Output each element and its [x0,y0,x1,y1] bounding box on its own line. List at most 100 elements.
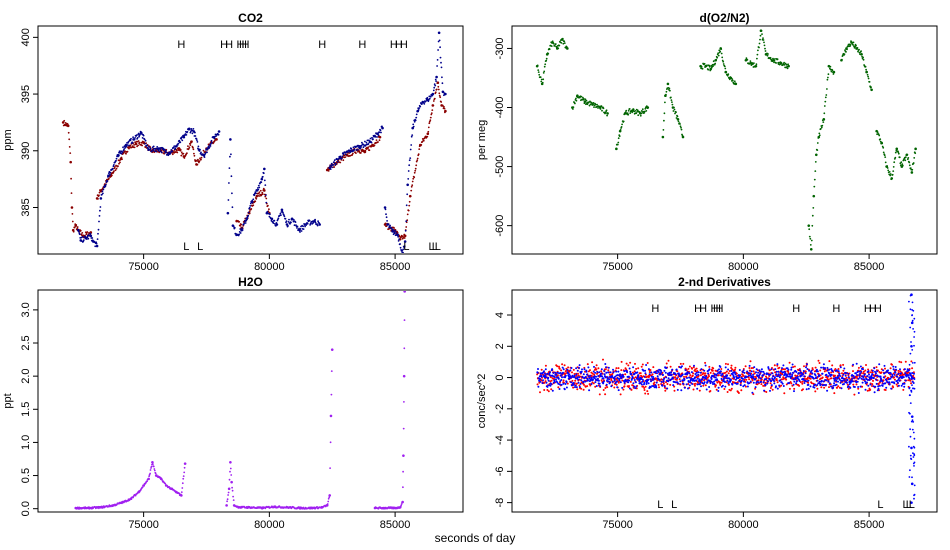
o2n2-fill-point [628,108,631,110]
co2-fill-point [170,149,173,151]
o2n2-fill-point [550,41,553,44]
deriv-data-point [669,365,672,368]
deriv-data-point [778,384,781,387]
deriv-spike-fill-point [908,476,911,478]
co2-fill-point [413,176,416,179]
deriv-data-point [563,388,566,391]
co2-low-marker: L [435,241,441,253]
deriv-high-marker: H [715,303,723,315]
deriv-data-point [675,368,678,371]
deriv-data-point [699,381,702,384]
deriv-data-point [577,378,580,381]
deriv-data-point [773,364,776,367]
o2n2-fill-point [858,48,860,51]
co2-high-marker: H [358,39,366,51]
deriv-data-point [827,380,830,383]
deriv-data-point [908,369,911,372]
o2n2-fill-point [671,103,674,106]
co2-data-point [437,31,441,35]
deriv-data-point [631,376,634,379]
h2o-fill-point [183,466,186,469]
deriv-data-point [722,377,725,380]
co2-fill-point [403,245,406,248]
deriv-data-point [791,373,794,376]
co2-fill-point [117,165,119,168]
o2n2-fill-point [537,71,540,73]
co2-fill-point [427,99,430,101]
deriv-data-point [843,367,846,370]
deriv-low-marker: L [657,499,663,511]
co2-fill-point [399,243,401,245]
co2-fill-point [231,192,233,195]
co2-fill-point [332,164,335,166]
deriv-data-point [796,375,799,378]
co2-fill-point [251,199,254,202]
deriv-data-point [859,372,862,375]
deriv-spike-fill-point [913,317,916,320]
o2n2-plot-frame [511,25,938,255]
o2n2-y-tick-label: -600 [494,215,506,237]
co2-fill-point [183,157,186,159]
co2-fill-point [296,227,298,229]
deriv-data-point [712,375,715,377]
o2n2-fill-point [728,78,731,81]
deriv-data-point [828,382,831,385]
co2-fill-point [342,159,345,162]
deriv-data-point [825,373,828,376]
o2n2-fill-point [681,134,684,137]
co2-fill-point [387,223,390,226]
o2n2-fill-point [774,58,776,60]
h2o-data-point [329,414,333,418]
deriv-data-point [650,375,653,378]
deriv-data-point [699,379,701,382]
deriv-data-point [594,371,597,374]
deriv-data-point [755,381,758,384]
deriv-data-point [643,387,646,389]
h2o-fill-point [102,506,104,509]
deriv-data-point [708,375,710,378]
co2-fill-point [64,122,67,124]
deriv-data-point [575,367,578,370]
deriv-data-point [615,380,618,383]
co2-fill-point [367,146,370,149]
co2-fill-point [96,238,99,241]
o2n2-fill-point [783,61,785,64]
deriv-data-point [656,370,659,372]
deriv-data-point [762,381,765,384]
deriv-data-point [892,372,895,375]
co2-fill-point [437,85,440,88]
co2-fill-point [256,187,259,189]
o2n2-fill-point [827,73,830,76]
co2-fill-point [210,139,213,142]
co2-fill-point [91,239,94,242]
deriv-data-point [874,370,876,373]
co2-fill-point [245,219,248,222]
o2n2-fill-point [586,103,589,106]
co2-fill-point [381,125,383,128]
co2-fill-point [211,141,213,144]
co2-fill-point [277,217,280,220]
deriv-data-point [805,366,807,369]
co2-fill-point [192,129,194,132]
deriv-data-point [681,373,684,376]
o2n2-fill-point [823,105,826,107]
deriv-data-point [754,387,757,390]
o2n2-fill-point [826,78,829,81]
deriv-data-point [628,379,631,382]
co2-fill-point [234,232,237,235]
deriv-data-point [887,369,889,372]
deriv-data-point [574,377,577,380]
deriv-data-point [877,385,880,388]
co2-fill-point [294,221,297,224]
co2-fill-point [129,144,132,147]
deriv-data-point [698,383,701,386]
deriv-data-point [582,381,585,384]
deriv-data-point [838,372,841,375]
deriv-data-point [613,386,616,389]
deriv-data-point [832,386,835,389]
o2n2-fill-point [879,140,882,143]
deriv-data-point [733,371,736,374]
deriv-data-point [858,376,861,379]
o2n2-fill-point [787,63,789,66]
